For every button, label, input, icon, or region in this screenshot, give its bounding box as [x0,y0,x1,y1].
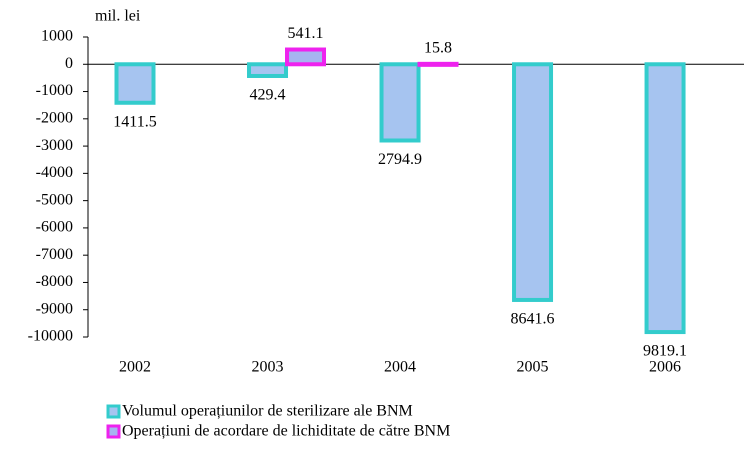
legend-swatch [106,404,121,419]
bar [512,62,554,302]
bar [379,62,421,143]
bar [247,62,289,78]
x-tick-label: 2004 [384,359,416,376]
legend-label: Volumul operațiunilor de sterilizare ale… [122,403,413,420]
data-label: 541.1 [288,25,324,42]
y-tick-label: -6000 [36,219,73,236]
y-tick-label: -7000 [36,246,73,263]
y-tick-label: -10000 [28,328,73,345]
bar [644,62,686,335]
legend-swatch [106,424,121,439]
data-label: 15.8 [424,40,452,57]
legend-label: Operațiuni de acordare de lichiditate de… [122,423,450,440]
y-tick-label: -3000 [36,137,73,154]
x-tick-label: 2002 [119,359,151,376]
y-tick-label: -4000 [36,164,73,181]
data-label: 1411.5 [113,113,156,130]
y-tick-label: -9000 [36,300,73,317]
y-tick-label: -5000 [36,191,73,208]
y-tick-label: -8000 [36,273,73,290]
data-label: 8641.6 [511,311,555,328]
bar [114,62,156,105]
data-label: 429.4 [250,87,286,104]
y-tick-label: 1000 [41,28,73,45]
y-tick-label: 0 [65,55,73,72]
y-tick-label: -2000 [36,109,73,126]
bar [417,61,459,67]
data-label: 9819.1 [643,343,687,360]
y-axis-label: mil. lei [95,8,141,25]
data-label: 2794.9 [378,151,422,168]
x-tick-label: 2005 [517,359,549,376]
x-tick-label: 2003 [252,359,284,376]
y-tick-label: -1000 [36,82,73,99]
bar [285,47,327,67]
x-tick-label: 2006 [649,359,681,376]
